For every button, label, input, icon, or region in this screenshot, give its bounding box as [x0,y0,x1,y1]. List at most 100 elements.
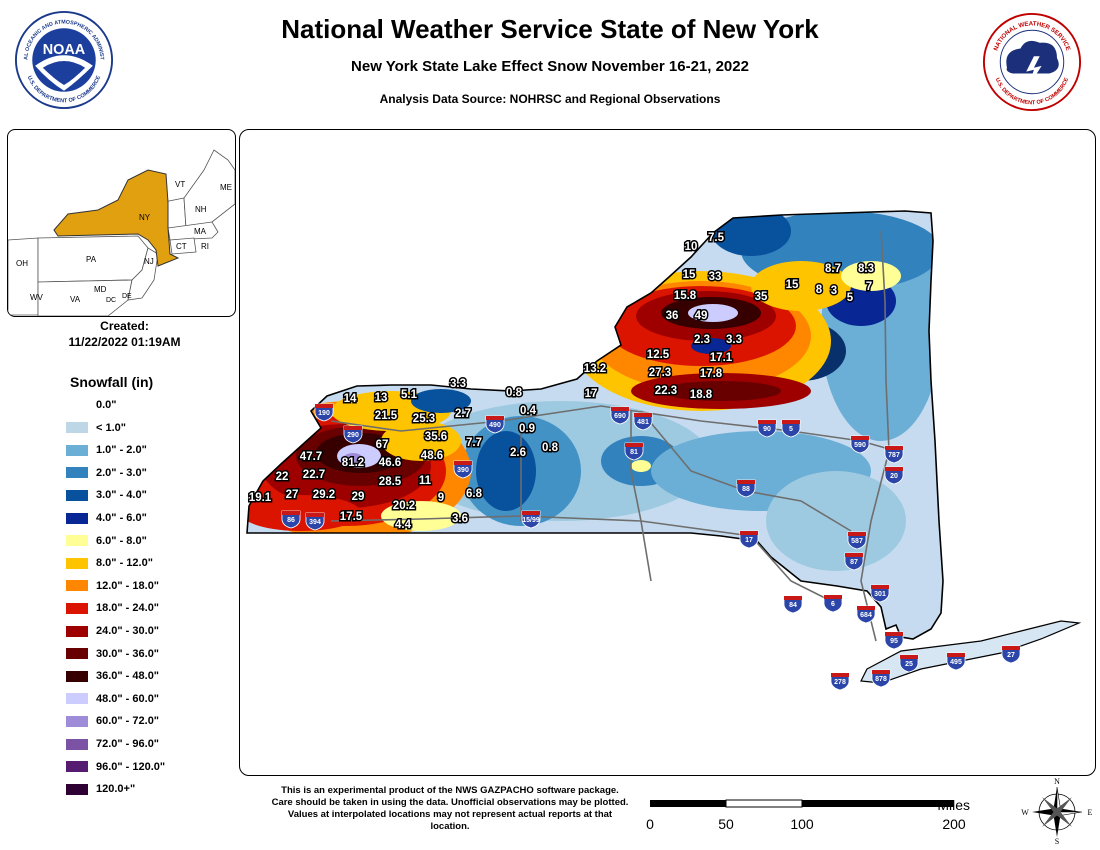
svg-text:OH: OH [16,259,28,268]
interstate-number: 95 [890,638,898,645]
interstate-shield-icon: 81 [624,442,644,461]
svg-text:PA: PA [86,255,97,264]
disclaimer-text: This is an experimental product of the N… [271,785,629,832]
svg-text:RI: RI [201,242,209,251]
nws-logo: NATIONAL WEATHER SERVICE U.S. DEPARTMENT… [982,12,1082,112]
legend-swatch [66,738,88,750]
legend-item: 8.0" - 12.0" [66,552,153,574]
snowfall-observation-label: 27.3 [649,367,671,379]
snowfall-observation-label: 25.3 [413,413,435,425]
interstate-shield-icon: 481 [633,412,653,431]
legend-item: < 1.0" [66,417,126,439]
snowfall-observation-label: 8 [816,284,823,296]
interstate-shield-icon: 878 [871,669,891,688]
snowfall-observation-label: 3 [831,285,837,297]
map-subtitle: New York State Lake Effect Snow November… [351,58,749,75]
interstate-number: 278 [834,679,846,686]
snowfall-observation-label: 3.6 [452,513,468,525]
snowfall-observation-label: 81.2 [342,457,364,469]
snowfall-observation-label: 49 [695,310,708,322]
legend-item: 36.0" - 48.0" [66,665,159,687]
interstate-number: 6 [831,601,835,608]
legend-swatch [66,422,88,434]
svg-text:NOAA: NOAA [43,42,86,58]
svg-text:DC: DC [106,297,116,304]
scale-tick-200: 200 [942,816,966,832]
inset-locator-map: NY VT NH ME MA CT RI NJ PA OH WV MD DE V… [7,129,236,317]
snowfall-observation-label: 15 [683,269,696,281]
legend-item: 96.0" - 120.0" [66,756,165,778]
interstate-shield-icon: 84 [783,595,803,614]
legend-item: 24.0" - 30.0" [66,620,159,642]
svg-text:E: E [1088,808,1093,817]
snowfall-observation-label: 9 [438,492,444,504]
svg-text:NJ: NJ [144,257,154,266]
svg-text:NY: NY [139,213,151,222]
legend-label: 36.0" - 48.0" [96,670,160,683]
created-value: 11/22/2022 01:19AM [68,335,181,349]
snowfall-observation-label: 12.5 [647,349,670,361]
snowfall-observation-label: 2.6 [510,447,526,459]
interstate-shield-icon: 90 [757,419,777,438]
legend-swatch [66,535,88,547]
legend-item: 12.0" - 18.0" [66,575,159,597]
interstate-shield-icon: 490 [485,415,505,434]
snowfall-observation-label: 17 [585,388,598,400]
interstate-shield-icon: 6 [823,594,843,613]
interstate-shield-icon: 390 [453,460,473,479]
interstate-shield-icon: 690 [610,406,630,425]
snowfall-observation-label: 21.5 [375,410,398,422]
snowfall-observation-label: 5.1 [401,389,418,401]
legend-swatch [66,489,88,501]
snowfall-observation-label: 15.8 [674,290,697,302]
svg-text:WV: WV [30,293,44,302]
snowfall-observation-label: 67 [376,439,389,451]
legend-item: 4.0" - 6.0" [66,507,147,529]
snowfall-observation-label: 11 [419,475,432,487]
legend-swatch [66,399,88,411]
legend-swatch [66,761,88,773]
interstate-shield-icon: 17 [739,530,759,549]
interstate-shield-icon: 95 [884,631,904,650]
snowfall-observation-label: 46.6 [379,457,401,469]
snowfall-observation-label: 0.8 [506,387,523,399]
interstate-shield-icon: 88 [736,479,756,498]
interstate-number: 17 [745,537,753,544]
long-island [860,620,1082,684]
legend-item: 1.0" - 2.0" [66,439,147,461]
interstate-number: 15/99 [522,517,540,524]
legend-label: 48.0" - 60.0" [96,692,160,705]
snowfall-observation-label: 3.3 [450,378,466,390]
legend-swatch [66,557,88,569]
snowfall-observation-label: 8.3 [858,263,874,275]
interstate-shield-icon: 86 [281,510,301,529]
legend-item: 0.0" [66,394,117,416]
snowfall-observation-label: 18.8 [690,389,713,401]
snowfall-observation-label: 7.7 [466,437,482,449]
legend-label: 120.0+" [96,783,136,796]
interstate-shields: 190 290 490 690 481 90 5 590 787 390 81 88 20 86 394 15… [281,403,1021,691]
interstate-number: 495 [950,659,962,666]
legend-item: 120.0+" [66,778,135,800]
snowfall-observation-label: 13.2 [584,363,606,375]
legend-swatch [66,715,88,727]
interstate-shield-icon: 5 [781,419,801,438]
interstate-number: 20 [890,473,898,480]
snowfall-observation-label: 22.3 [655,385,677,397]
legend-label: 2.0" - 3.0" [96,466,147,479]
interstate-number: 878 [875,676,887,683]
legend-item: 72.0" - 96.0" [66,733,159,755]
legend-swatch [66,444,88,456]
snowfall-observation-label: 4.4 [395,519,412,531]
snowfall-observation-label: 29.2 [313,489,335,501]
legend-item: 6.0" - 8.0" [66,530,147,552]
interstate-number: 86 [287,517,295,524]
legend-item: 48.0" - 60.0" [66,688,159,710]
interstate-number: 390 [457,467,469,474]
snowfall-observation-label: 2.3 [694,334,710,346]
legend-label: 24.0" - 30.0" [96,625,160,637]
interstate-number: 87 [850,559,858,566]
legend-swatch [66,648,88,660]
legend-label: 96.0" - 120.0" [96,760,166,773]
scale-unit: Miles [937,797,970,813]
